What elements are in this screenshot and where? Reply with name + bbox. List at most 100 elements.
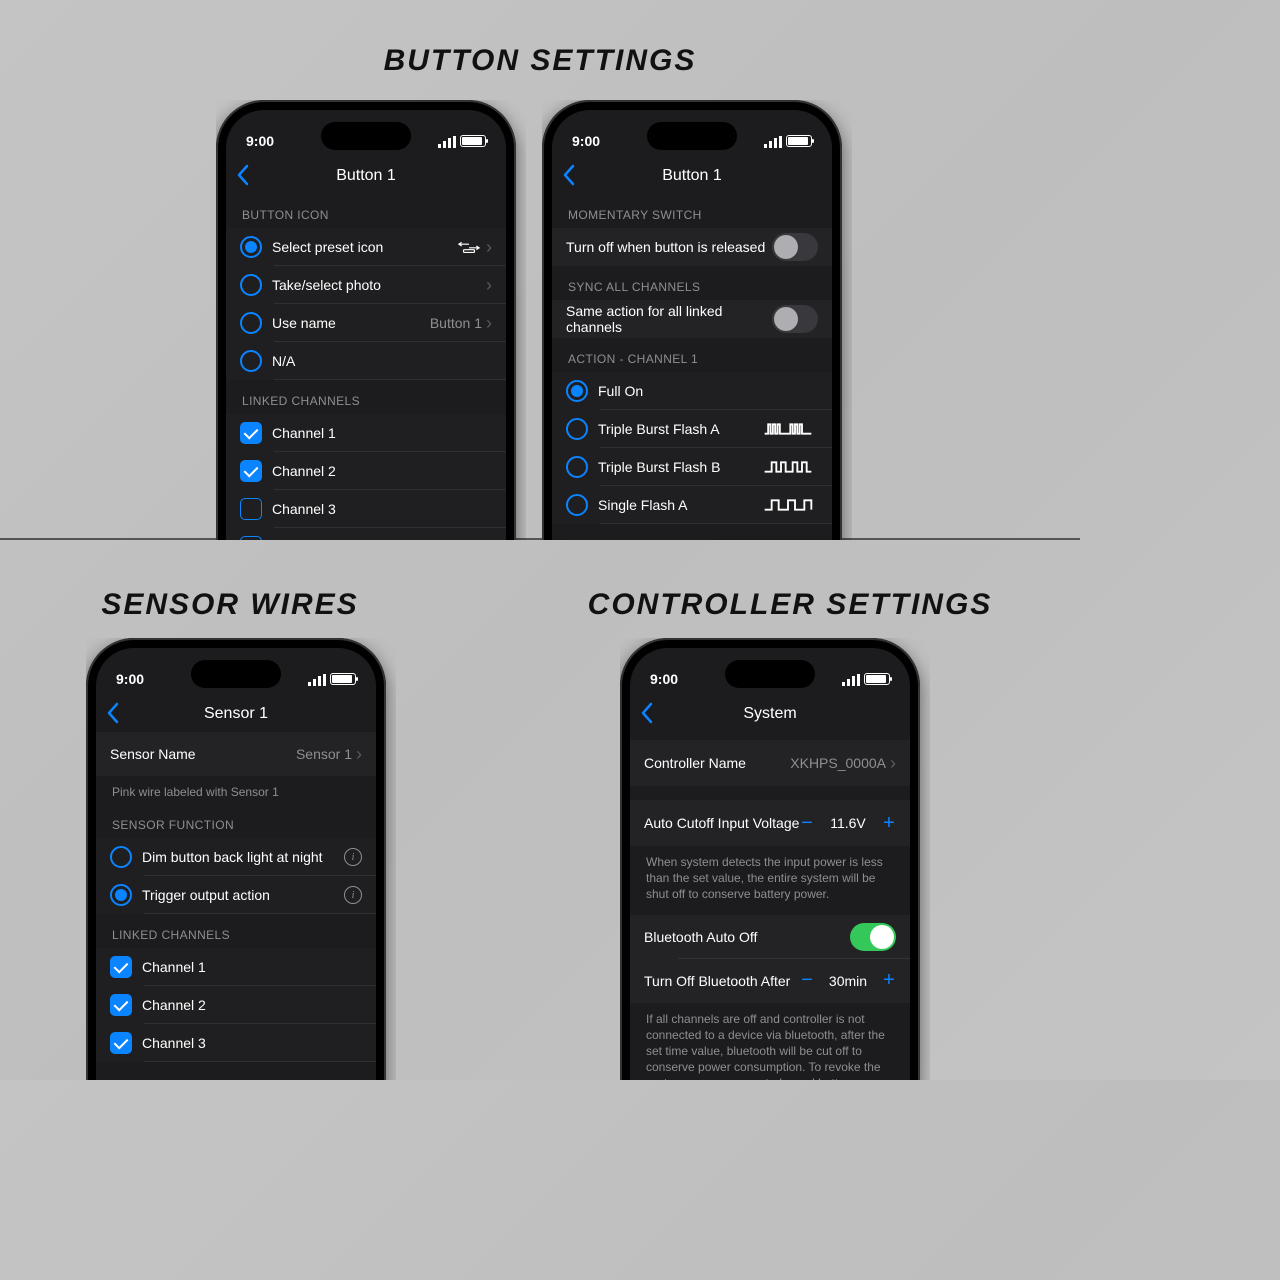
- row-bt-auto-off: Bluetooth Auto Off: [630, 915, 910, 959]
- checkbox-icon: [240, 460, 262, 482]
- section-button-icon: BUTTON ICON: [226, 194, 506, 228]
- info-icon[interactable]: i: [344, 848, 362, 866]
- radio-option[interactable]: Triple Burst Flash A: [552, 410, 832, 448]
- label-controller-name: Controller Name: [644, 755, 790, 771]
- cutoff-minus-button[interactable]: −: [800, 812, 814, 835]
- radio-icon: [240, 312, 262, 334]
- checkbox-label: Channel 2: [142, 997, 362, 1013]
- status-time: 9:00: [572, 133, 600, 149]
- radio-option[interactable]: Single Flash A: [552, 486, 832, 524]
- nav-title: Button 1: [336, 167, 396, 185]
- battery-icon: [786, 135, 812, 147]
- checkbox-label: Channel 3: [142, 1035, 362, 1051]
- waveform-icon: [758, 422, 818, 436]
- checkbox-icon: [240, 422, 262, 444]
- toggle-sync[interactable]: [772, 305, 818, 333]
- title-controller-settings: CONTROLLER SETTINGS: [500, 588, 1080, 622]
- radio-icon: [110, 884, 132, 906]
- back-button[interactable]: [106, 702, 120, 724]
- section-linked-channels: LINKED CHANNELS: [96, 914, 376, 948]
- help-bt-after: If all channels are off and controller i…: [630, 1003, 910, 1080]
- checkbox-icon: [110, 956, 132, 978]
- radio-label: Triple Burst Flash B: [598, 459, 758, 475]
- row-auto-cutoff: Auto Cutoff Input Voltage − 11.6V +: [630, 800, 910, 846]
- nav-title: Sensor 1: [204, 705, 268, 723]
- radio-label: Dim button back light at night: [142, 849, 344, 865]
- nav-title: Button 1: [662, 167, 722, 185]
- checkbox-icon: [110, 994, 132, 1016]
- label-bt-after: Turn Off Bluetooth After: [644, 973, 800, 989]
- title-button-settings: BUTTON SETTINGS: [0, 44, 1080, 78]
- nav-title: System: [743, 705, 796, 723]
- chevron-right-icon: ›: [356, 744, 362, 765]
- radio-label: Use name: [272, 315, 430, 331]
- signal-icon: [764, 135, 782, 147]
- info-icon[interactable]: i: [344, 886, 362, 904]
- back-button[interactable]: [562, 164, 576, 186]
- waveform-icon: [758, 460, 818, 474]
- checkbox-option[interactable]: Channel 1: [96, 948, 376, 986]
- bt-after-minus-button[interactable]: −: [800, 969, 814, 992]
- radio-option[interactable]: Select preset icon›: [226, 228, 506, 266]
- checkbox-option[interactable]: Channel 3: [96, 1024, 376, 1062]
- checkbox-label: Channel 3: [272, 501, 492, 517]
- row-momentary-switch: Turn off when button is released: [552, 228, 832, 266]
- radio-option[interactable]: Full On: [552, 372, 832, 410]
- battery-icon: [330, 673, 356, 685]
- checkbox-option[interactable]: Channel 3: [226, 490, 506, 528]
- radio-icon: [566, 418, 588, 440]
- status-time: 9:00: [116, 671, 144, 687]
- radio-icon: [110, 846, 132, 868]
- row-bt-after: Turn Off Bluetooth After − 30min +: [630, 959, 910, 1003]
- chevron-right-icon: ›: [486, 313, 492, 334]
- radio-icon: [240, 274, 262, 296]
- radio-icon: [566, 456, 588, 478]
- dynamic-island: [321, 122, 411, 150]
- battery-icon: [460, 135, 486, 147]
- checkbox-option[interactable]: Channel 2: [96, 986, 376, 1024]
- signal-icon: [438, 135, 456, 147]
- phone-sensor: 9:00 Sensor 1 Senso: [86, 638, 386, 1080]
- toggle-bt-auto-off[interactable]: [850, 923, 896, 951]
- radio-label: N/A: [272, 353, 492, 369]
- section-action-ch1: ACTION - CHANNEL 1: [552, 338, 832, 372]
- signal-icon: [308, 673, 326, 685]
- radio-icon: [240, 236, 262, 258]
- dynamic-island: [725, 660, 815, 688]
- checkbox-icon: [110, 1032, 132, 1054]
- radio-label: Full On: [598, 383, 818, 399]
- radio-label: Select preset icon: [272, 239, 458, 255]
- radio-option[interactable]: Trigger output actioni: [96, 876, 376, 914]
- status-time: 9:00: [246, 133, 274, 149]
- row-sync-channels: Same action for all linked channels: [552, 300, 832, 338]
- radio-option[interactable]: Triple Burst Flash B: [552, 448, 832, 486]
- checkbox-option[interactable]: Channel 4: [226, 528, 506, 540]
- checkbox-option[interactable]: Channel 2: [226, 452, 506, 490]
- toggle-momentary[interactable]: [772, 233, 818, 261]
- label-bt-auto-off: Bluetooth Auto Off: [644, 929, 850, 945]
- title-sensor-wires: SENSOR WIRES: [0, 588, 460, 622]
- radio-option[interactable]: Dim button back light at nighti: [96, 838, 376, 876]
- label-sensor-name: Sensor Name: [110, 746, 296, 762]
- row-sensor-name[interactable]: Sensor Name Sensor 1 ›: [96, 732, 376, 776]
- checkbox-label: Channel 1: [142, 959, 362, 975]
- back-button[interactable]: [236, 164, 250, 186]
- cutoff-plus-button[interactable]: +: [882, 812, 896, 835]
- signal-icon: [842, 673, 860, 685]
- section-sensor-function: SENSOR FUNCTION: [96, 812, 376, 838]
- label-momentary: Turn off when button is released: [566, 239, 772, 255]
- radio-label: Triple Burst Flash A: [598, 421, 758, 437]
- phone-button-icon: 9:00 Button 1 BUTTON ICON Select pr: [216, 100, 516, 540]
- row-controller-name[interactable]: Controller Name XKHPS_0000A ›: [630, 740, 910, 786]
- battery-icon: [864, 673, 890, 685]
- checkbox-option[interactable]: Channel 1: [226, 414, 506, 452]
- radio-option[interactable]: N/A: [226, 342, 506, 380]
- back-button[interactable]: [640, 702, 654, 724]
- phone-system: 9:00 System: [620, 638, 920, 1080]
- radio-option[interactable]: Take/select photo›: [226, 266, 506, 304]
- radio-option[interactable]: Use nameButton 1›: [226, 304, 506, 342]
- bt-after-plus-button[interactable]: +: [882, 969, 896, 992]
- label-sync: Same action for all linked channels: [566, 303, 772, 335]
- radio-icon: [240, 350, 262, 372]
- phone-button-actions: 9:00 Button 1 MOMENTARY SWITCH: [542, 100, 842, 540]
